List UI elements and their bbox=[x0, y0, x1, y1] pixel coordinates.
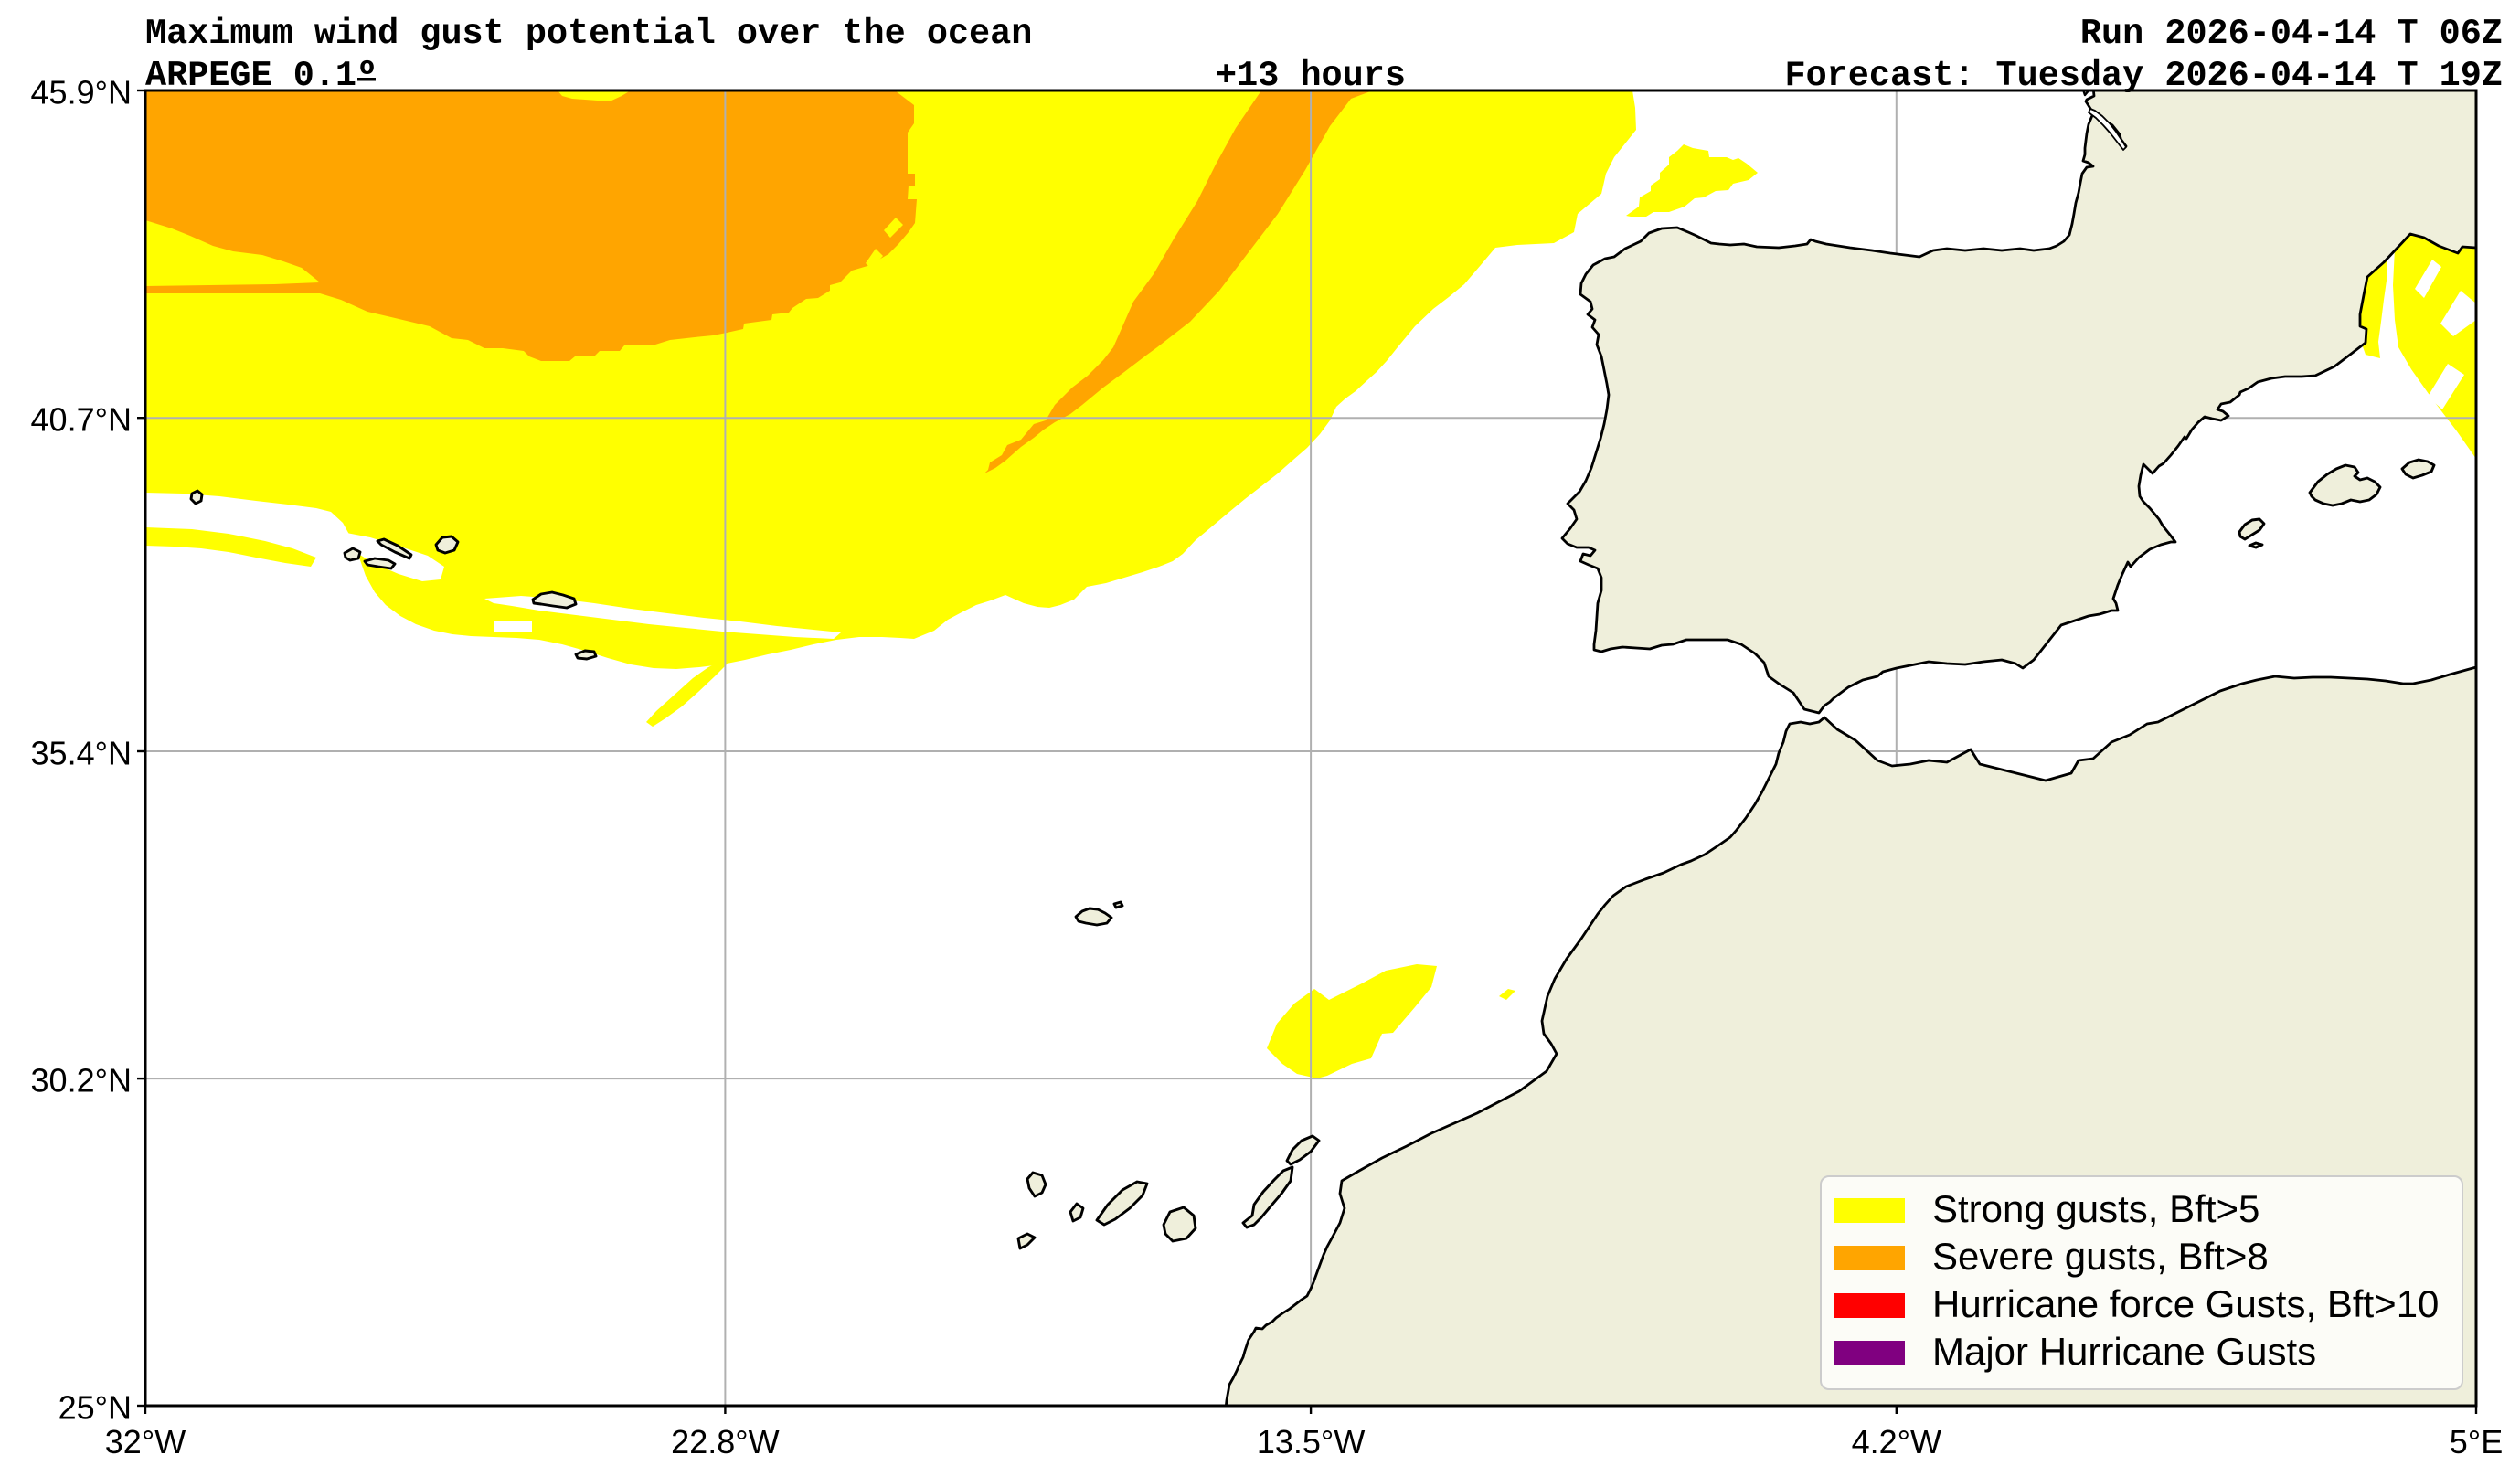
svg-text:ARPEGE 0.1º: ARPEGE 0.1º bbox=[145, 56, 377, 96]
svg-text:30.2°N: 30.2°N bbox=[31, 1062, 132, 1100]
svg-text:Hurricane force Gusts, Bft>10: Hurricane force Gusts, Bft>10 bbox=[1932, 1282, 2439, 1325]
svg-text:25°N: 25°N bbox=[58, 1389, 132, 1427]
svg-text:40.7°N: 40.7°N bbox=[31, 401, 132, 439]
svg-text:45.9°N: 45.9°N bbox=[31, 74, 132, 112]
svg-text:Forecast: Tuesday 2026-04-14 T: Forecast: Tuesday 2026-04-14 T 19Z bbox=[1784, 56, 2503, 96]
svg-text:Major Hurricane Gusts: Major Hurricane Gusts bbox=[1932, 1330, 2316, 1373]
svg-text:13.5°W: 13.5°W bbox=[1257, 1423, 1365, 1461]
svg-text:Severe gusts, Bft>8: Severe gusts, Bft>8 bbox=[1932, 1235, 2269, 1278]
svg-text:Strong gusts, Bft>5: Strong gusts, Bft>5 bbox=[1932, 1187, 2259, 1230]
svg-text:32°W: 32°W bbox=[105, 1423, 186, 1461]
svg-text:35.4°N: 35.4°N bbox=[31, 735, 132, 772]
svg-text:Maximum wind gust potential ov: Maximum wind gust potential over the oce… bbox=[145, 14, 1032, 54]
svg-text:4.2°W: 4.2°W bbox=[1852, 1423, 1941, 1461]
svg-text:22.8°W: 22.8°W bbox=[671, 1423, 779, 1461]
svg-text:+13 hours: +13 hours bbox=[1216, 56, 1406, 96]
svg-text:Run 2026-04-14 T 06Z: Run 2026-04-14 T 06Z bbox=[2080, 14, 2503, 54]
svg-text:5°E: 5°E bbox=[2450, 1423, 2503, 1461]
